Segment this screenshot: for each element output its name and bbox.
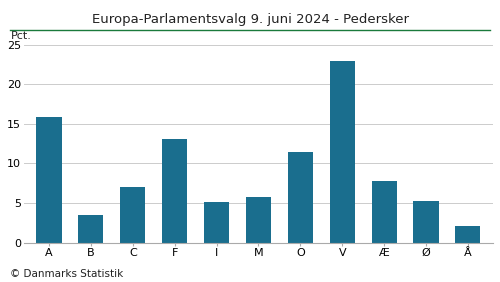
Bar <box>330 61 355 243</box>
Bar <box>246 197 271 243</box>
Bar <box>36 117 62 243</box>
Bar <box>414 201 438 243</box>
Bar <box>162 139 187 243</box>
Bar <box>288 152 313 243</box>
Text: Europa-Parlamentsvalg 9. juni 2024 - Pedersker: Europa-Parlamentsvalg 9. juni 2024 - Ped… <box>92 13 408 26</box>
Bar <box>372 181 396 243</box>
Bar <box>204 202 229 243</box>
Text: © Danmarks Statistik: © Danmarks Statistik <box>10 269 123 279</box>
Bar <box>78 215 104 243</box>
Bar <box>456 226 480 243</box>
Bar <box>120 187 146 243</box>
Text: Pct.: Pct. <box>12 31 32 41</box>
